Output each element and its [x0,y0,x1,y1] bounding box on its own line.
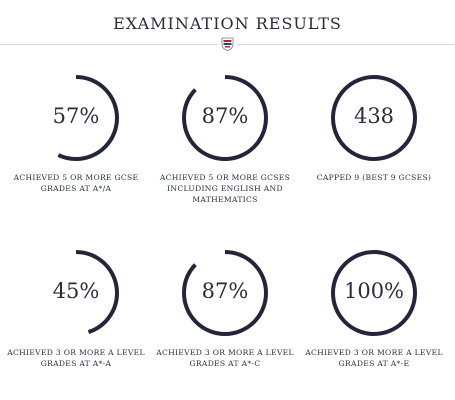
stat-a-level-a-star-a: 45% Achieved 3 or more A Level grades at… [0,248,152,368]
progress-arc [331,75,417,161]
stat-value: 100% [343,279,405,303]
stat-label: Achieved 3 or more A Level grades at A*-… [7,348,145,368]
stat-label: Achieved 3 or more A Level grades at A*-… [156,348,294,368]
stat-value: 87% [201,279,249,303]
stat-gcse-a-star-a: 57% Achieved 5 or more GCSE grades at A*… [0,73,152,193]
progress-arc [182,250,268,336]
stat-label: Achieved 5 or more GCSEs including Engli… [159,173,291,204]
stat-label: Achieved 3 or more A Level grades at A*-… [305,348,443,368]
progress-ring [182,250,268,336]
progress-ring [331,75,417,161]
progress-ring [33,75,119,161]
divider-right [237,44,455,45]
stat-value: 57% [52,104,100,128]
stat-capped-9: 438 Capped 9 (best 9 GCSEs) [298,73,450,182]
progress-arc [331,250,417,336]
stat-label: Achieved 5 or more GCSE grades at A*/A [13,173,139,193]
stat-a-level-a-star-e: 100% Achieved 3 or more A Level grades a… [298,248,450,368]
stat-value: 45% [52,279,100,303]
stat-label: Capped 9 (best 9 GCSEs) [316,173,432,182]
progress-arc [182,75,268,161]
progress-ring [331,250,417,336]
page-title: EXAMINATION RESULTS [113,14,342,33]
progress-ring [182,75,268,161]
school-crest-icon [221,37,234,51]
divider-left [0,44,218,45]
progress-arc [33,75,119,161]
stat-value: 87% [201,104,249,128]
progress-arc [33,250,119,336]
stat-value: 438 [353,104,395,128]
stat-a-level-a-star-c: 87% Achieved 3 or more A Level grades at… [149,248,301,368]
stat-gcse-english-maths: 87% Achieved 5 or more GCSEs including E… [149,73,301,204]
progress-ring [33,250,119,336]
